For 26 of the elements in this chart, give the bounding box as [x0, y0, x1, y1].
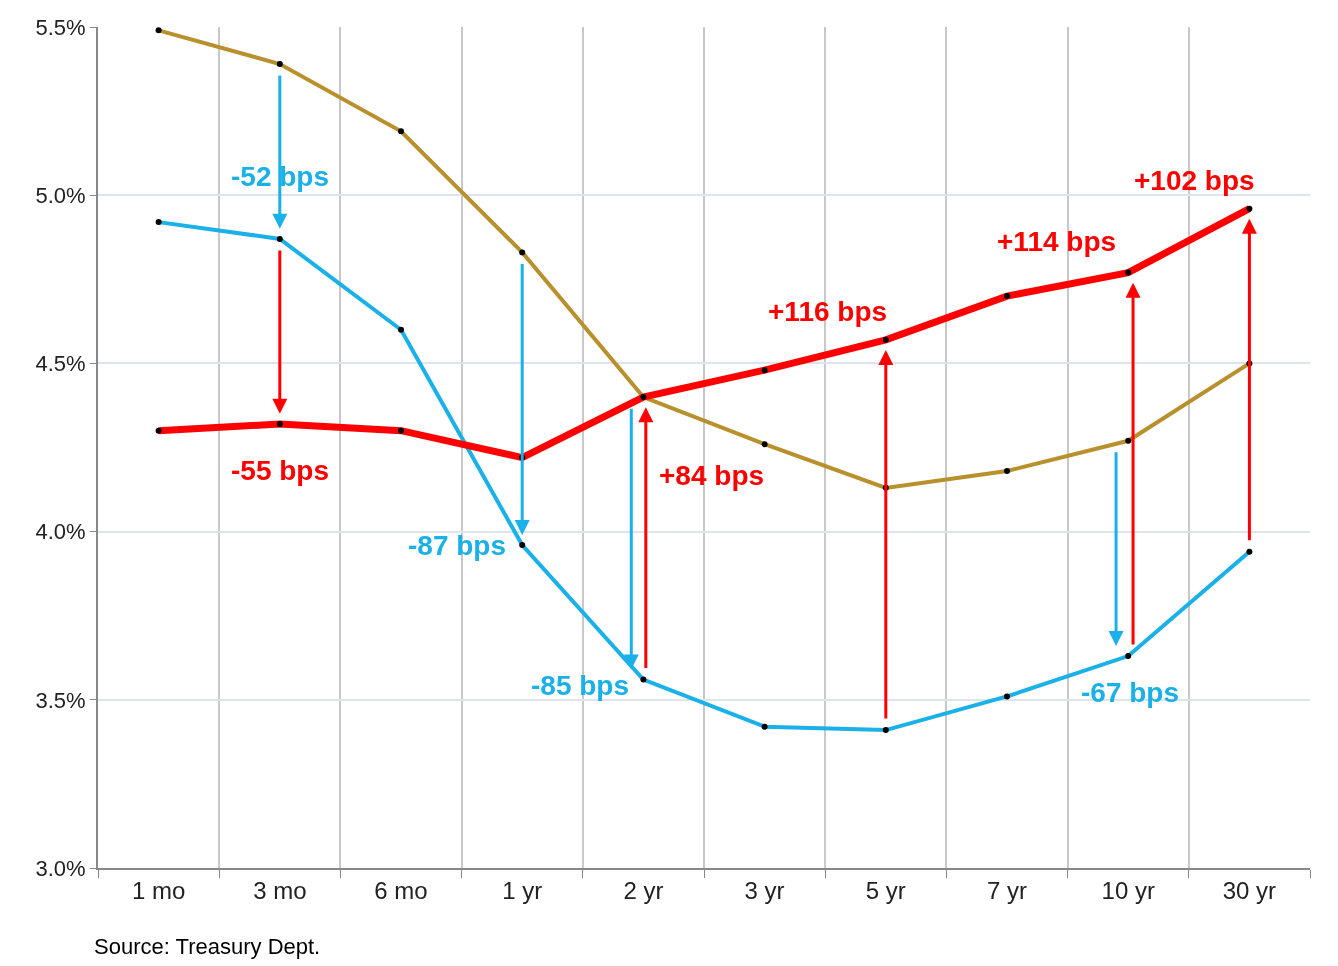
x-tick-label: 30 yr — [1222, 876, 1277, 904]
source-note: Source: Treasury Dept. — [94, 934, 321, 959]
annotation: +102 bps — [1134, 165, 1255, 196]
x-tick-label: 7 yr — [986, 876, 1028, 904]
x-tick-label: 10 yr — [1101, 876, 1155, 904]
annotation: -55 bps — [231, 455, 330, 486]
x-tick-label: 6 mo — [374, 876, 428, 904]
x-tick-label: 3 yr — [744, 876, 785, 904]
y-tick-label: 5.0% — [35, 182, 86, 208]
annotation: -52 bps — [231, 161, 330, 192]
y-tick-label: 3.0% — [35, 855, 86, 881]
x-tick-label: 3 mo — [253, 876, 307, 904]
y-tick-label: 4.5% — [35, 351, 86, 377]
annotation: -85 bps — [531, 670, 630, 701]
annotation: -87 bps — [408, 530, 507, 561]
x-tick-label: 1 yr — [502, 876, 543, 904]
y-tick-label: 4.0% — [35, 519, 86, 545]
x-tick-label: 1 mo — [131, 876, 186, 904]
annotation: +116 bps — [768, 296, 888, 327]
x-tick-label: 2 yr — [623, 876, 664, 904]
y-tick-label: 5.5% — [35, 14, 86, 40]
annotation: +84 bps — [659, 460, 765, 491]
x-tick-label: 5 yr — [865, 876, 906, 904]
annotation: -67 bps — [1081, 677, 1180, 708]
y-tick-label: 3.5% — [35, 687, 86, 713]
annotation: +114 bps — [997, 226, 1117, 257]
